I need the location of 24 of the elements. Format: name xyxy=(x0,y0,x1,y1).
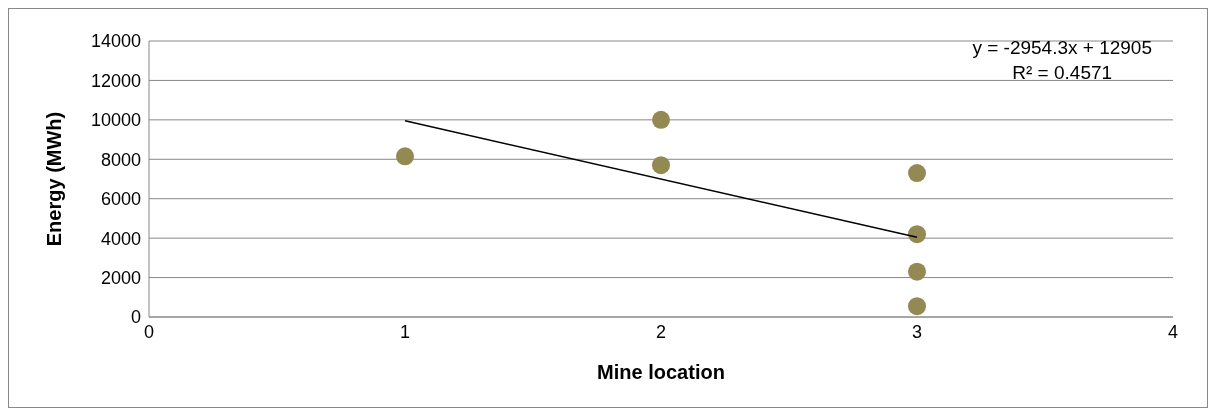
point xyxy=(908,225,926,244)
point xyxy=(652,156,670,175)
y-tick-label: 10000 xyxy=(90,110,141,131)
x-tick-label: 3 xyxy=(911,321,923,342)
y-tick-label: 0 xyxy=(130,307,141,328)
x-axis-title: Mine location xyxy=(597,361,725,383)
y-tick-label: 2000 xyxy=(100,267,141,288)
x-tick-label: 2 xyxy=(655,321,667,342)
annotation: y = -2954.3x + 12905 xyxy=(972,36,1152,60)
point xyxy=(652,110,670,129)
point xyxy=(908,262,926,281)
y-tick-label: 4000 xyxy=(100,228,141,249)
annotation: R² = 0.4571 xyxy=(1011,61,1114,85)
x-tick-label: 1 xyxy=(399,321,411,342)
y-tick-label: 8000 xyxy=(100,149,141,170)
point xyxy=(908,164,926,183)
point xyxy=(396,147,414,166)
y-axis-title: Energy (MWh) xyxy=(43,111,66,247)
y-tick-label: 12000 xyxy=(90,70,141,91)
y-tick-label: 6000 xyxy=(100,189,141,210)
x-tick-label: 4 xyxy=(1167,321,1179,342)
point xyxy=(908,297,926,316)
y-tick-label: 14000 xyxy=(90,31,141,52)
x-tick-label: 0 xyxy=(143,321,155,342)
